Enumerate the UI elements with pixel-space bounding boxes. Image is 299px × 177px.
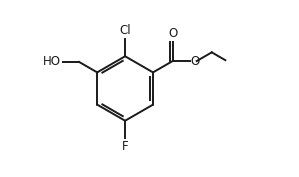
Text: F: F bbox=[122, 140, 129, 153]
Text: HO: HO bbox=[43, 55, 61, 68]
Text: O: O bbox=[191, 55, 200, 68]
Text: O: O bbox=[168, 27, 177, 40]
Text: Cl: Cl bbox=[119, 24, 131, 37]
